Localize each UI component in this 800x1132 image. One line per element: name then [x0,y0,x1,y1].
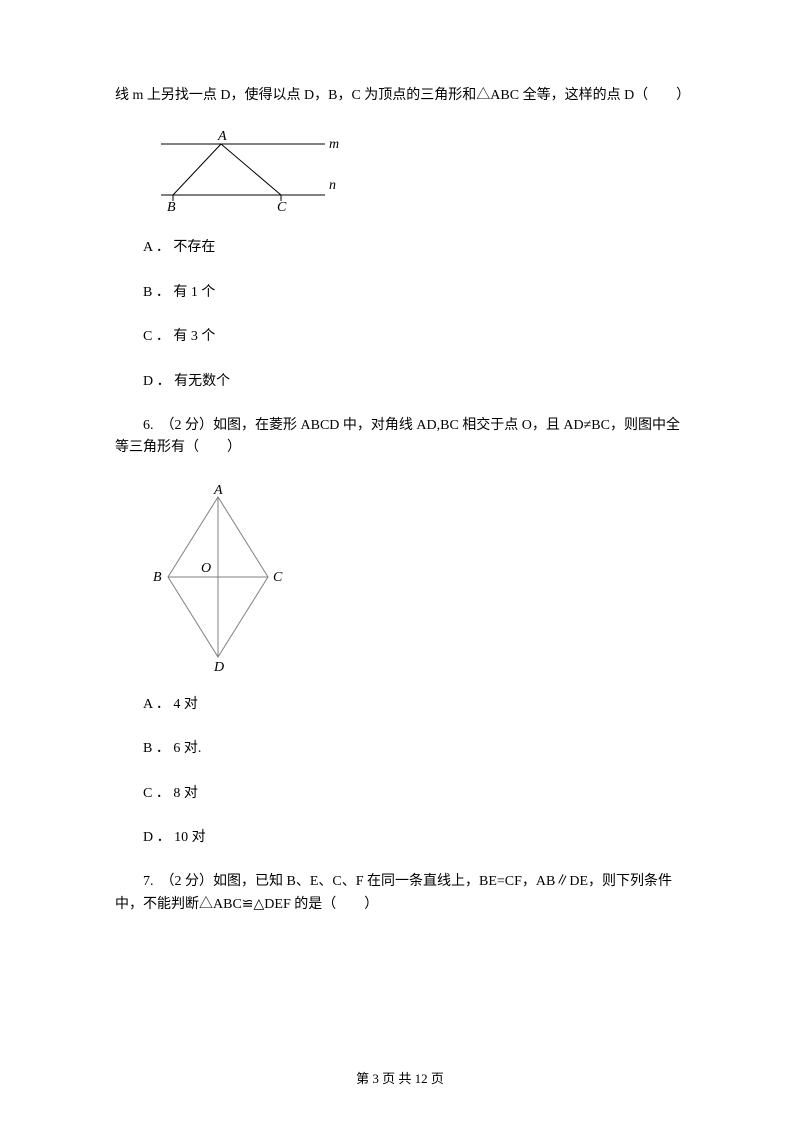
q5-label-a: A [217,129,227,144]
q6-label-d: D [213,660,224,672]
q5-figure-svg: A B C m n [143,129,343,215]
q6-label-a: A [213,483,223,498]
q6-stem: 6. （2 分）如图，在菱形 ABCD 中，对角线 AD,BC 相交于点 O，且… [115,415,685,460]
q5-option-b: B ． 有 1 个 [115,282,685,304]
q5-label-m: m [329,137,339,152]
q5-label-c: C [277,200,287,215]
q6-option-a: A ． 4 对 [115,694,685,716]
q5-figure: A B C m n [143,129,685,215]
q5-option-c: C ． 有 3 个 [115,326,685,348]
q5-stem-continuation: 线 m 上另找一点 D，使得以点 D，B，C 为顶点的三角形和△ABC 全等，这… [115,85,685,107]
q6-label-b: B [153,570,162,585]
q6-figure: A B C D O [143,482,685,672]
q5-option-d: D ． 有无数个 [115,371,685,393]
q6-option-b: B ． 6 对. [115,738,685,760]
q5-line-ab [173,144,221,195]
q6-figure-svg: A B C D O [143,482,293,672]
q7-stem: 7. （2 分）如图，已知 B、E、C、F 在同一条直线上，BE=CF，AB∥D… [115,871,685,916]
q6-option-c: C ． 8 对 [115,783,685,805]
q5-label-b: B [167,200,176,215]
page-footer: 第 3 页 共 12 页 [0,1069,800,1090]
q5-option-a: A ． 不存在 [115,237,685,259]
q5-label-n: n [329,178,336,193]
q5-line-ac [221,144,281,195]
q6-option-d: D ． 10 对 [115,827,685,849]
q6-label-o: O [201,561,211,576]
q6-label-c: C [273,570,283,585]
